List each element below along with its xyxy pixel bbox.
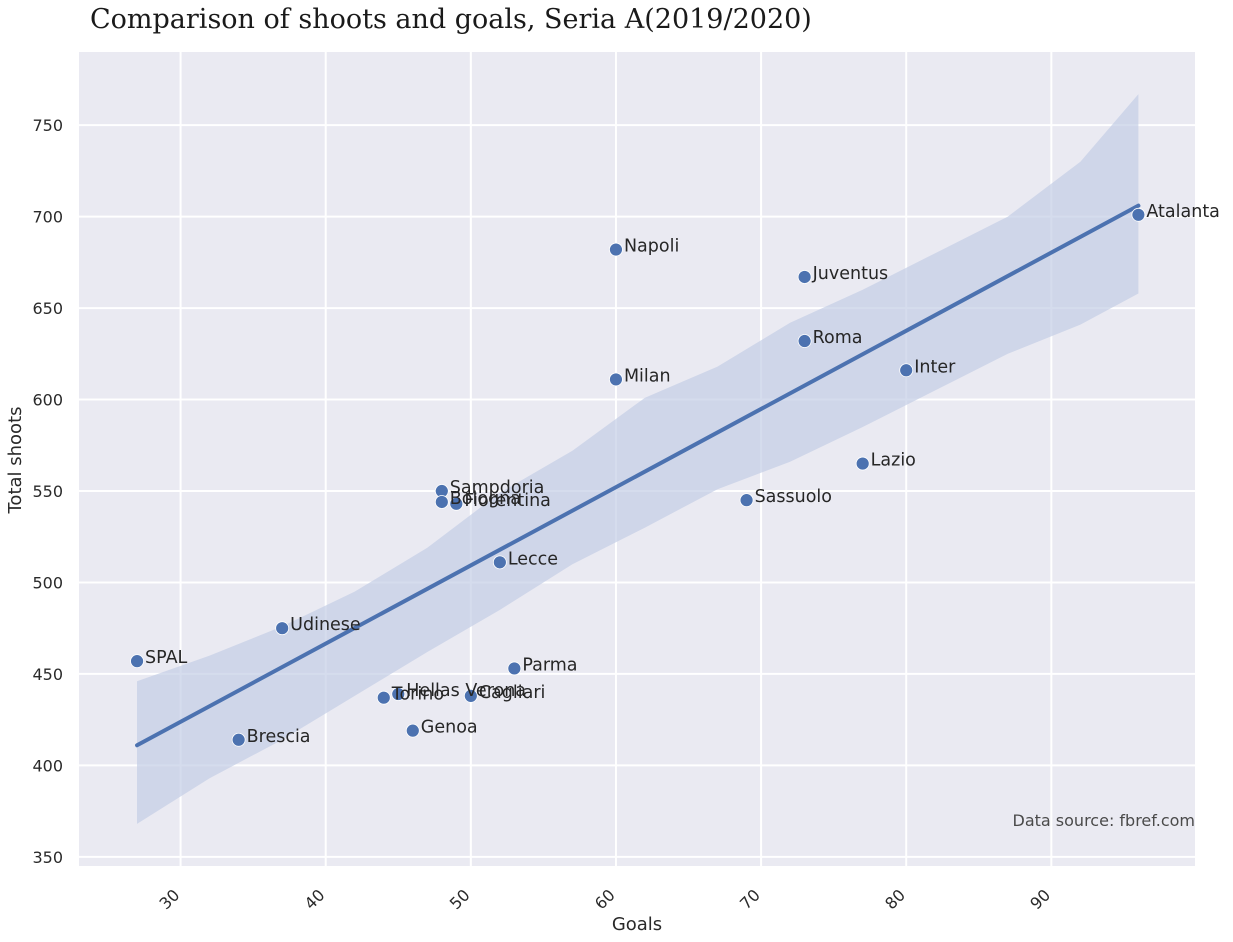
point-parma — [507, 661, 522, 676]
y-axis-ticks: 350 400 450 500 550 600 650 700 750 — [32, 116, 63, 867]
y-tick-500: 500 — [32, 573, 63, 592]
point-brescia — [231, 732, 246, 747]
x-tick-80: 80 — [881, 885, 909, 913]
point-label-napoli: Napoli — [624, 237, 679, 257]
regression-line — [135, 203, 1141, 748]
point-label-roma: Roma — [813, 328, 863, 348]
x-axis-ticks: 30 40 50 60 70 80 90 — [156, 885, 1055, 913]
point-atalanta — [1131, 207, 1146, 222]
point-torino — [376, 690, 391, 705]
x-tick-60: 60 — [591, 885, 619, 913]
point-lecce — [492, 555, 507, 570]
confidence-band — [137, 94, 1139, 824]
point-label-torino: Torino — [391, 685, 444, 705]
x-tick-70: 70 — [736, 885, 764, 913]
point-spal — [130, 654, 144, 669]
x-tick-40: 40 — [301, 885, 329, 913]
point-label-atalanta: Atalanta — [1146, 202, 1220, 222]
y-axis-label: Total shoots — [5, 406, 26, 514]
x-tick-90: 90 — [1026, 885, 1054, 913]
point-bologna — [434, 495, 449, 509]
chart-title: Comparison of shoots and goals, Seria A(… — [90, 4, 812, 35]
point-label-brescia: Brescia — [247, 727, 311, 747]
y-tick-600: 600 — [32, 391, 63, 410]
point-label-udinese: Udinese — [290, 615, 361, 635]
y-tick-550: 550 — [32, 482, 63, 501]
points-layer — [130, 207, 1146, 747]
point-juventus — [797, 270, 812, 284]
y-tick-650: 650 — [32, 299, 63, 318]
point-inter — [899, 363, 914, 378]
point-labels-layer: Atalanta Napoli Juventus Roma Inter Milan Lazi… — [145, 202, 1220, 747]
point-label-fiorentina: Fiorentina — [464, 491, 551, 511]
y-tick-450: 450 — [32, 665, 63, 684]
point-lazio — [855, 456, 870, 471]
point-label-juventus: Juventus — [812, 264, 889, 284]
point-label-cagliari: Cagliari — [479, 683, 546, 703]
point-label-parma: Parma — [522, 655, 577, 675]
point-udinese — [275, 621, 290, 636]
point-cagliari — [463, 688, 478, 703]
point-milan — [609, 372, 623, 387]
point-label-spal: SPAL — [145, 648, 188, 668]
x-tick-50: 50 — [446, 885, 474, 913]
point-label-sassuolo: Sassuolo — [755, 487, 832, 507]
point-label-lecce: Lecce — [508, 549, 558, 569]
point-label-lazio: Lazio — [871, 451, 916, 471]
point-label-sampdoria: Sampdoria — [450, 478, 545, 498]
x-axis-label: Goals — [612, 914, 662, 935]
point-genoa — [405, 723, 420, 738]
point-label-bologna: Bologna — [450, 489, 521, 509]
point-fiorentina — [449, 496, 464, 511]
x-tick-30: 30 — [156, 885, 184, 913]
point-label-milan: Milan — [624, 366, 671, 386]
regression-line-layer — [135, 203, 1141, 748]
point-napoli — [609, 242, 623, 257]
point-roma — [797, 334, 812, 348]
point-label-inter: Inter — [914, 357, 956, 377]
point-label-hellas-verona: Hellas Verona — [406, 681, 526, 701]
point-sassuolo — [739, 493, 754, 508]
point-label-genoa: Genoa — [421, 718, 478, 738]
confidence-band-layer — [137, 94, 1139, 824]
y-tick-700: 700 — [32, 208, 63, 227]
grid — [79, 52, 1195, 866]
data-source-annotation: Data source: fbref.com — [1013, 811, 1195, 830]
y-tick-750: 750 — [32, 116, 63, 135]
y-tick-350: 350 — [32, 848, 63, 867]
point-hellas-verona — [391, 687, 406, 701]
y-tick-400: 400 — [32, 756, 63, 775]
